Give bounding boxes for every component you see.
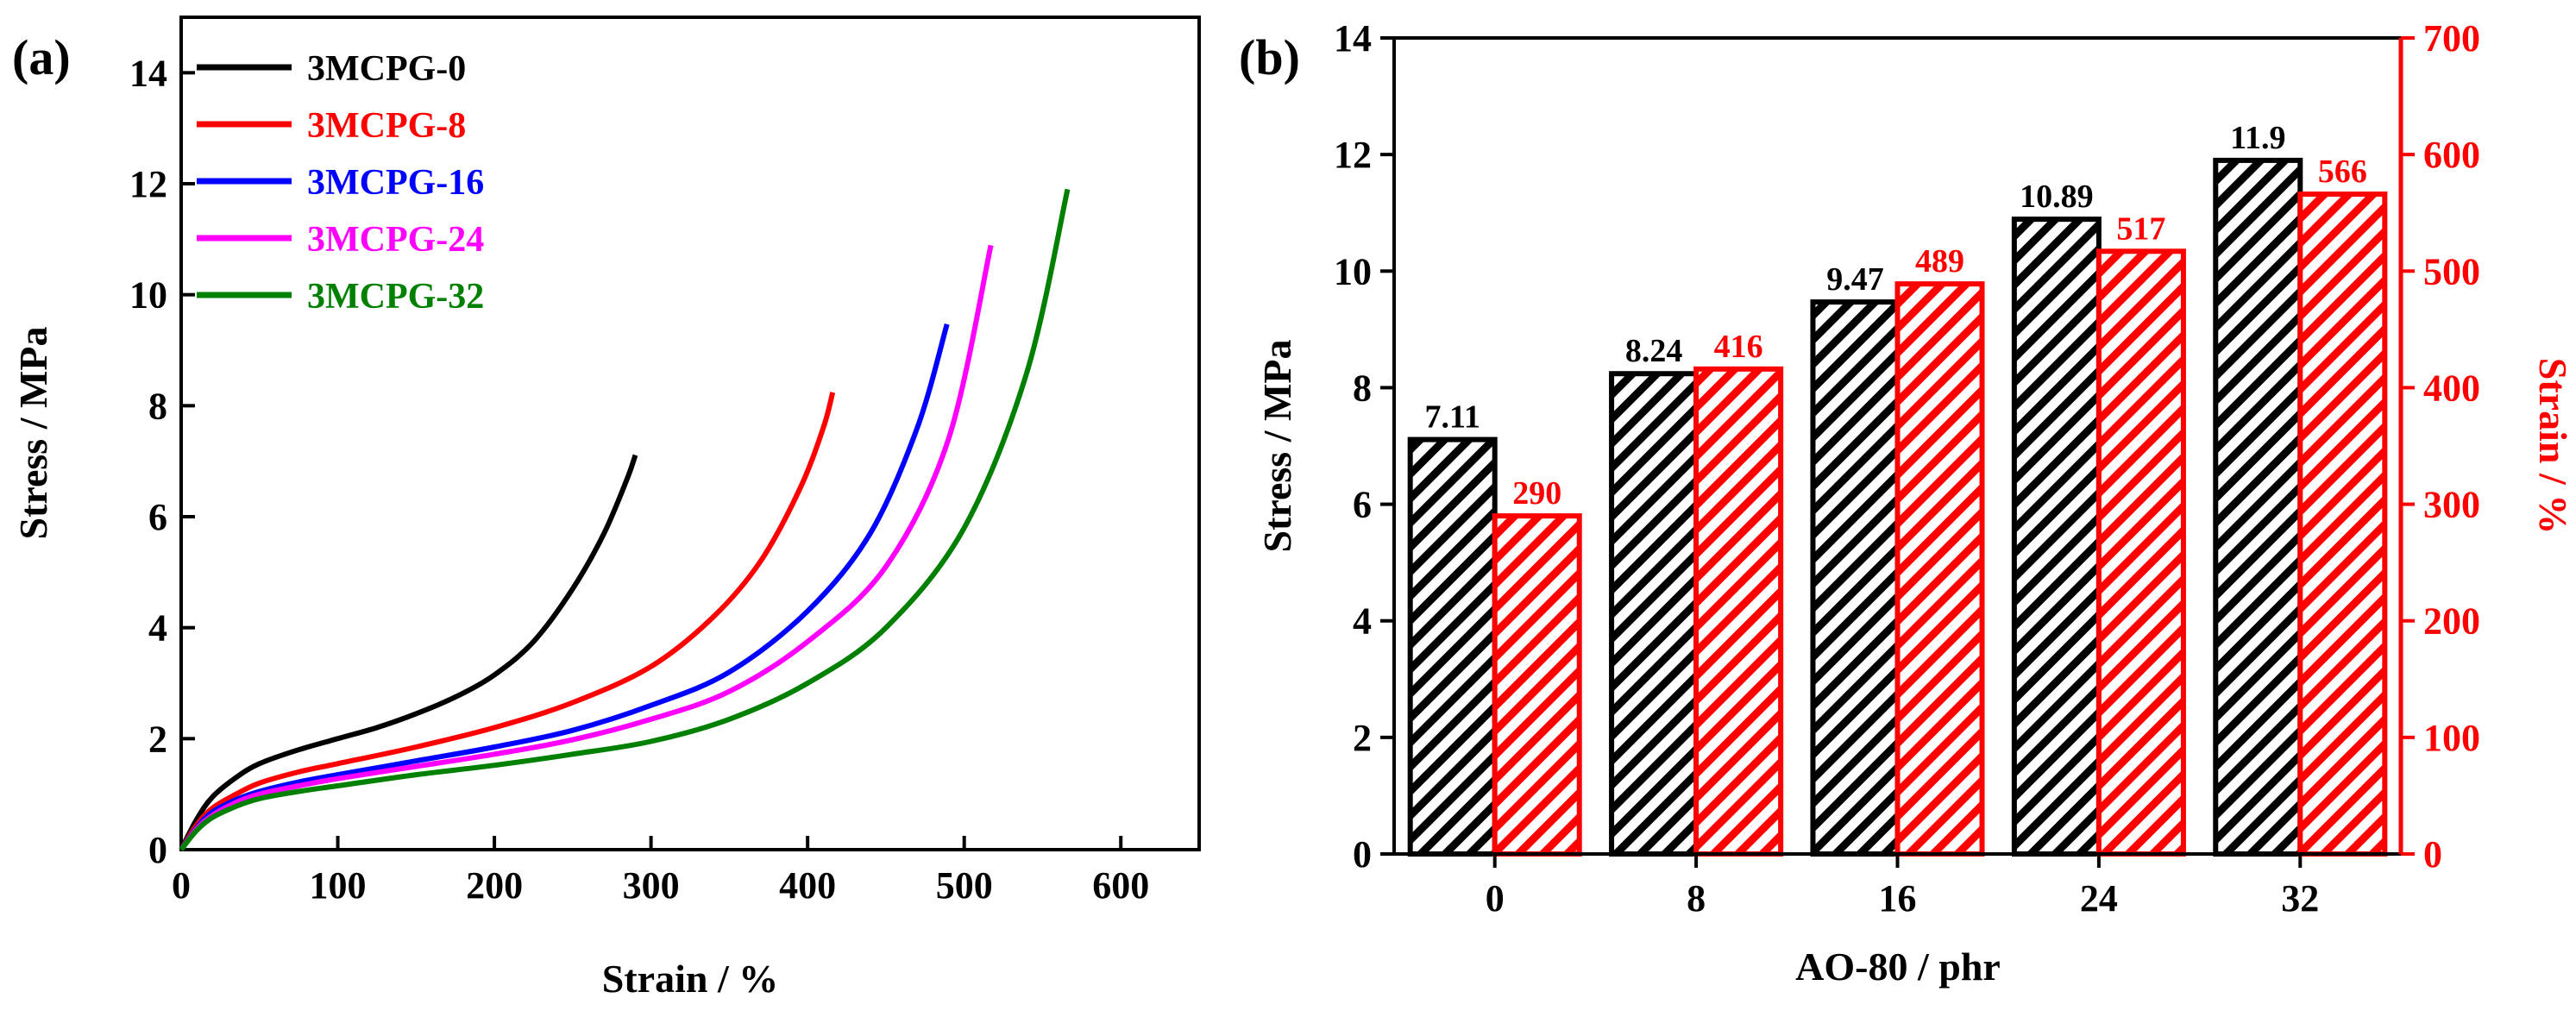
stress-bar bbox=[2213, 157, 2303, 857]
panel-a-y-tick-label: 4 bbox=[148, 607, 167, 650]
legend-label-3mcpg-0: 3MCPG-0 bbox=[307, 49, 466, 89]
panel-b-right-tick-label: 700 bbox=[2423, 17, 2480, 60]
panel-b-category-label: 16 bbox=[1879, 877, 1917, 920]
stress-bar-label: 10.89 bbox=[2020, 179, 2094, 215]
series-line-3mcpg-24 bbox=[179, 244, 994, 851]
panel-a-y-axis-title: Stress / MPa bbox=[11, 326, 55, 539]
panel-a-y-tick-label: 12 bbox=[129, 163, 167, 205]
panel-a-x-tick-label: 200 bbox=[466, 864, 523, 907]
stress-bar-label: 7.11 bbox=[1424, 399, 1480, 436]
stress-bar-label: 11.9 bbox=[2230, 120, 2285, 156]
legend-label-3mcpg-24: 3MCPG-24 bbox=[307, 220, 484, 260]
panel-a-legend: 3MCPG-0 3MCPG-8 3MCPG-16 3MCPG-24 3MCPG-32 bbox=[197, 49, 484, 317]
panel-b-right-tick-label: 300 bbox=[2423, 484, 2480, 526]
panel-b-category-label: 32 bbox=[2281, 877, 2319, 920]
panel-b-right-tick-label: 0 bbox=[2423, 833, 2442, 876]
panel-b-left-tick-label: 2 bbox=[1353, 717, 1372, 759]
strain-bar bbox=[1693, 366, 1784, 857]
panel-b-left-tick-label: 12 bbox=[1334, 134, 1372, 176]
legend-label-3mcpg-8: 3MCPG-8 bbox=[307, 106, 466, 146]
strain-bar-label: 517 bbox=[2116, 210, 2165, 247]
panel-b-category-label: 8 bbox=[1687, 877, 1706, 920]
strain-bar bbox=[1492, 513, 1582, 857]
panel-b-right-tick-label: 200 bbox=[2423, 600, 2480, 643]
panel-a-y-tick-label: 0 bbox=[148, 829, 167, 871]
legend-label-3mcpg-16: 3MCPG-16 bbox=[307, 163, 484, 203]
panel-b-ticks: 0 8 16 24 3202468101214010020030040050060070… bbox=[1334, 17, 2480, 920]
series-line-3mcpg-8 bbox=[179, 392, 836, 851]
strain-bar-label: 566 bbox=[2318, 154, 2367, 190]
panel-b-left-tick-label: 10 bbox=[1334, 250, 1372, 292]
panel-b-category-label: 24 bbox=[2080, 877, 2118, 920]
panel-a-y-tick-label: 14 bbox=[129, 52, 167, 94]
panel-a-stress-strain-chart: (a) 0 100 200 300 400 500 600 0 2 4 6 8 10 12 14 3MCPG… bbox=[11, 16, 1201, 1001]
series-line-3mcpg-32 bbox=[179, 188, 1071, 851]
panel-b-right-tick-label: 600 bbox=[2423, 134, 2480, 176]
panel-a-y-tick-label: 6 bbox=[148, 496, 167, 538]
panel-b-left-tick-label: 6 bbox=[1353, 484, 1372, 526]
panel-a-curves bbox=[179, 188, 1071, 851]
panel-b-left-tick-label: 4 bbox=[1353, 600, 1372, 643]
panel-a-y-tick-label: 8 bbox=[148, 385, 167, 427]
stress-bar bbox=[1609, 371, 1700, 857]
panel-a-plot-frame bbox=[179, 16, 1201, 851]
panel-a-x-tick-label: 300 bbox=[623, 864, 680, 907]
strain-bar bbox=[2095, 248, 2186, 857]
series-line-3mcpg-0 bbox=[179, 454, 638, 851]
panel-b-left-tick-label: 0 bbox=[1353, 833, 1372, 876]
stress-bar bbox=[1810, 299, 1901, 857]
panel-b-x-axis-title: AO-80 / phr bbox=[1795, 945, 2001, 989]
panel-b-right-tick-label: 500 bbox=[2423, 250, 2480, 292]
panel-b-right-tick-label: 400 bbox=[2423, 367, 2480, 409]
panel-a-x-tick-label: 0 bbox=[172, 864, 191, 907]
panel-a-x-tick-label: 600 bbox=[1092, 864, 1149, 907]
panel-a-y-tick-label: 10 bbox=[129, 274, 167, 317]
strain-bar bbox=[2297, 191, 2388, 857]
panel-b-left-axis-title: Stress / MPa bbox=[1255, 339, 1299, 552]
legend-label-3mcpg-32: 3MCPG-32 bbox=[307, 277, 484, 317]
stress-bar bbox=[1407, 436, 1498, 857]
strain-bar-label: 290 bbox=[1512, 475, 1561, 512]
panel-b-label: (b) bbox=[1239, 29, 1300, 85]
panel-b-right-tick-label: 100 bbox=[2423, 717, 2480, 759]
strain-bar-label: 489 bbox=[1915, 243, 1964, 279]
panel-a-x-axis-title: Strain / % bbox=[602, 957, 778, 1001]
panel-b-category-label: 0 bbox=[1486, 877, 1505, 920]
panel-a-x-tick-label: 500 bbox=[936, 864, 993, 907]
panel-a-x-tick-label: 400 bbox=[779, 864, 836, 907]
panel-a-y-tick-label: 2 bbox=[148, 718, 167, 760]
stress-bar bbox=[2011, 217, 2102, 857]
panel-b-left-tick-label: 8 bbox=[1353, 367, 1372, 409]
panel-b-right-axis-title: Strain / % bbox=[2531, 358, 2575, 534]
stress-bar-label: 8.24 bbox=[1625, 333, 1683, 369]
strain-bar bbox=[1894, 281, 1985, 857]
panel-b-left-tick-label: 14 bbox=[1334, 17, 1372, 60]
strain-bar-label: 416 bbox=[1714, 329, 1763, 365]
stress-bar-label: 9.47 bbox=[1826, 261, 1884, 298]
panel-a-x-tick-label: 100 bbox=[310, 864, 367, 907]
panel-a-label: (a) bbox=[12, 29, 71, 85]
panel-b-bars: 7.11 290 8.24 416 9.47 489 10.89 517 11.9 566 bbox=[1407, 120, 2388, 857]
panel-a-ticks: 0 100 200 300 400 500 600 0 2 4 6 8 10 12 14 bbox=[129, 52, 1149, 907]
